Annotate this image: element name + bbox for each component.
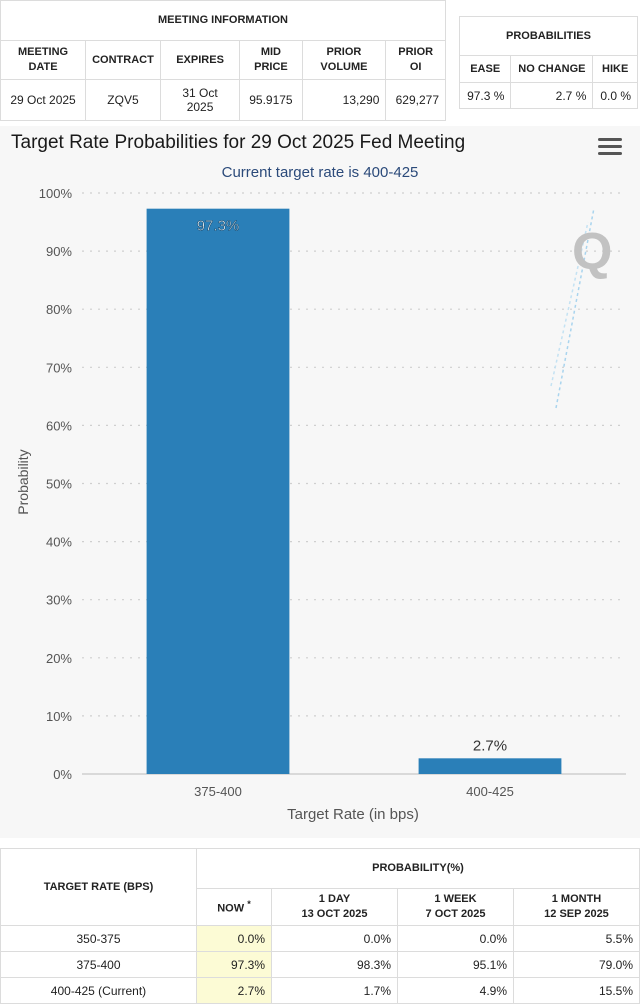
prior-volume: 13,290 (301, 79, 387, 121)
y-tick-label: 30% (46, 593, 72, 608)
watermark-text: Q (572, 223, 612, 281)
rate-cell: 400-425 (Current) (0, 977, 197, 1004)
probabilities-table: PROBABILITIES EASE NO CHANGE HIKE 97.3 %… (458, 16, 638, 109)
one-week-cell: 0.0% (397, 925, 514, 952)
meeting-info-table: MEETING INFORMATION MEETING DATE CONTRAC… (0, 0, 446, 121)
x-tick-label: 375-400 (194, 784, 242, 799)
table-row: 375-400 97.3% 98.3% 95.1% 79.0% (0, 951, 640, 978)
data-label: 97.3% (197, 218, 240, 235)
y-tick-label: 40% (46, 535, 72, 550)
y-tick-label: 10% (46, 709, 72, 724)
now-cell: 2.7% (196, 977, 272, 1004)
header-1-month: 1 MONTH 12 SEP 2025 (513, 888, 640, 926)
one-week-cell: 95.1% (397, 951, 514, 978)
no-change-value: 2.7 % (510, 82, 594, 109)
rate-cell: 350-375 (0, 925, 197, 952)
header-meeting-date: MEETING DATE (0, 40, 87, 80)
header-1-week-label: 1 WEEK (434, 893, 477, 905)
header-prior-oi: PRIOR OI (385, 40, 446, 80)
data-label: 2.7% (473, 737, 507, 754)
y-tick-label: 70% (46, 360, 72, 375)
rate-cell: 375-400 (0, 951, 197, 978)
header-ease: EASE (458, 55, 512, 83)
y-tick-label: 100% (39, 186, 73, 201)
mid-price: 95.9175 (239, 79, 303, 121)
header-now: NOW * (196, 888, 272, 926)
meeting-info-title: MEETING INFORMATION (0, 0, 446, 41)
header-1-month-label: 1 MONTH (551, 893, 602, 905)
one-month-cell: 5.5% (513, 925, 640, 952)
one-day-cell: 98.3% (271, 951, 398, 978)
y-tick-label: 20% (46, 651, 72, 666)
header-1-week: 1 WEEK 7 OCT 2025 (397, 888, 514, 926)
header-1-week-date: 7 OCT 2025 (425, 908, 486, 920)
now-cell: 97.3% (196, 951, 272, 978)
x-tick-label: 400-425 (466, 784, 514, 799)
contract: ZQV5 (85, 79, 161, 121)
one-week-cell: 4.9% (397, 977, 514, 1004)
y-tick-label: 80% (46, 302, 72, 317)
header-1-month-date: 12 SEP 2025 (544, 908, 609, 920)
expires: 31 Oct 2025 (159, 79, 241, 121)
y-axis-label: Probability (15, 449, 31, 514)
probabilities-title: PROBABILITIES (459, 16, 638, 56)
header-expires: EXPIRES (159, 40, 241, 80)
now-cell: 0.0% (196, 925, 272, 952)
bar (418, 758, 562, 774)
hamburger-menu-icon[interactable] (598, 138, 622, 156)
header-mid-price: MID PRICE (239, 40, 303, 80)
header-1-day-label: 1 DAY (318, 893, 351, 905)
chart-subtitle: Current target rate is 400-425 (221, 164, 419, 181)
y-tick-label: 60% (46, 418, 72, 433)
prior-oi: 629,277 (385, 79, 446, 121)
y-tick-label: 90% (46, 244, 72, 259)
watermark-logo: Q (550, 207, 612, 409)
bar (146, 208, 290, 774)
header-now-label: NOW (217, 902, 245, 915)
one-day-cell: 1.7% (271, 977, 398, 1004)
one-month-cell: 15.5% (513, 977, 640, 1004)
rate-probabilities-table: TARGET RATE (BPS) PROBABILITY(%) NOW * 1… (0, 848, 640, 1004)
table-row: 400-425 (Current) 2.7% 1.7% 4.9% 15.5% (0, 977, 640, 1004)
meeting-date: 29 Oct 2025 (0, 79, 87, 121)
bar-chart: Q 0% 10% 20% 30% 40% 50% 60% 70% 80% 90% 100% 375-4… (15, 186, 626, 823)
table-row: 350-375 0.0% 0.0% 0.0% 5.5% (0, 925, 640, 952)
header-no-change: NO CHANGE (510, 55, 594, 83)
ease-value: 97.3 % (458, 82, 512, 109)
header-probability: PROBABILITY(%) (196, 848, 640, 889)
y-tick-label: 50% (46, 477, 72, 492)
one-day-cell: 0.0% (271, 925, 398, 952)
hike-value: 0.0 % (592, 82, 638, 109)
header-hike: HIKE (592, 55, 638, 83)
header-1-day: 1 DAY 13 OCT 2025 (271, 888, 398, 926)
chart-title: Target Rate Probabilities for 29 Oct 202… (11, 132, 466, 153)
header-contract: CONTRACT (85, 40, 161, 80)
chart-panel: Target Rate Probabilities for 29 Oct 202… (0, 126, 640, 838)
one-month-cell: 79.0% (513, 951, 640, 978)
header-prior-volume: PRIOR VOLUME (301, 40, 387, 80)
header-1-day-date: 13 OCT 2025 (301, 908, 368, 920)
y-tick-label: 0% (53, 767, 72, 782)
header-now-asterisk: * (247, 899, 251, 910)
x-axis-label: Target Rate (in bps) (287, 806, 419, 823)
header-target-rate: TARGET RATE (BPS) (0, 848, 197, 926)
